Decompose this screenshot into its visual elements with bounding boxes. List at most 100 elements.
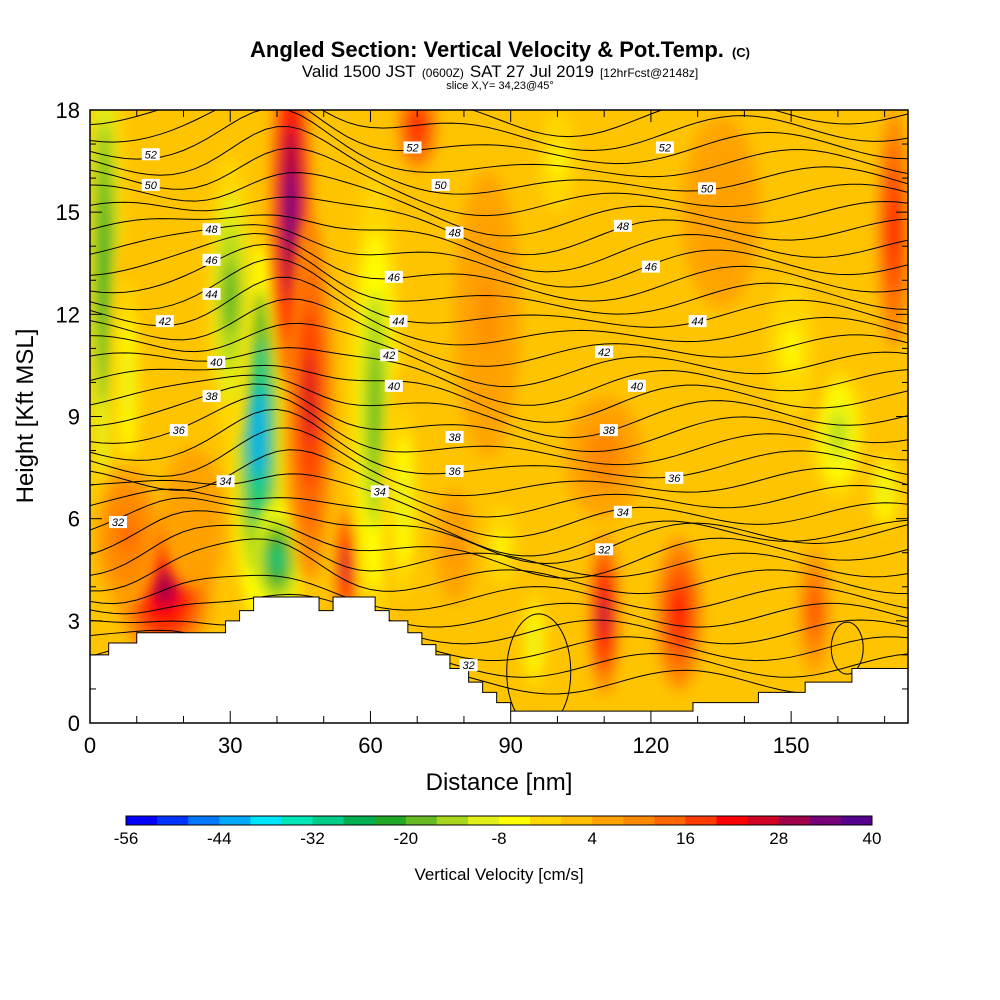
- isentrope-line: [90, 172, 908, 237]
- contour-label-26: 48: [613, 219, 632, 233]
- svg-text:40: 40: [631, 381, 644, 393]
- isentrope-line: [90, 126, 908, 195]
- svg-text:34: 34: [219, 476, 231, 488]
- contour-label-9: 38: [202, 390, 221, 403]
- isentrope-line: [90, 427, 908, 497]
- isentrope-line: [90, 298, 908, 367]
- contour-label-22: 46: [384, 270, 403, 284]
- isentrope-line: [90, 394, 908, 466]
- contour-label-27: 50: [141, 178, 160, 192]
- svg-text:46: 46: [205, 255, 218, 267]
- chart-subtitle: Valid 1500 JST (0600Z) SAT 27 Jul 2019 [12h…: [302, 62, 698, 81]
- isentrope-line: [90, 497, 908, 565]
- colorbar-swatch: [561, 816, 593, 825]
- svg-text:48: 48: [448, 228, 461, 240]
- isentrope-line: [90, 196, 908, 256]
- velocity-cell-15: [656, 537, 702, 691]
- colorbar-swatch: [126, 816, 158, 825]
- isentrope-line: [90, 593, 908, 628]
- colorbar-swatch: [281, 816, 313, 825]
- x-tick-label: 120: [633, 733, 670, 758]
- isentrope-line: [90, 574, 908, 611]
- colorbar-swatch: [778, 816, 811, 825]
- isentrope-line: [90, 276, 908, 346]
- velocity-cell-9: [286, 218, 333, 581]
- chart-title: Angled Section: Vertical Velocity & Pot.…: [250, 37, 750, 62]
- y-axis-label: Height [Kft MSL]: [12, 329, 39, 504]
- colorbar: [125, 815, 873, 826]
- contour-label-16: 42: [380, 349, 399, 362]
- x-axis-label: Distance [nm]: [426, 769, 573, 796]
- isentrope-line: [90, 110, 908, 152]
- contour-label-1: 32: [595, 543, 614, 556]
- contour-label-4: 34: [370, 485, 389, 498]
- colorbar-tick-label: -8: [491, 829, 506, 848]
- isentrope-line: [90, 383, 908, 453]
- plot-area: 32 32 32 34 34 34 36 36 36 38 38 38 40 40 40 42 42 42 44 44…: [90, 110, 908, 723]
- velocity-cell-12: [383, 368, 423, 636]
- y-tick-label: 12: [56, 302, 80, 327]
- velocity-cell-3: [94, 464, 161, 608]
- svg-text:42: 42: [383, 350, 395, 362]
- contour-label-13: 40: [384, 379, 403, 393]
- svg-text:38: 38: [448, 432, 461, 444]
- isentrope-line: [90, 510, 908, 579]
- contour-label-19: 44: [389, 315, 408, 328]
- svg-text:44: 44: [392, 316, 404, 328]
- contour-label-31: 52: [403, 141, 422, 154]
- svg-text:46: 46: [645, 262, 658, 274]
- contour-label-7: 36: [665, 471, 684, 485]
- colorbar-swatch: [809, 816, 842, 825]
- contour-label-10: 38: [445, 430, 464, 444]
- isentrope-line: [90, 488, 908, 557]
- contour-label-12: 40: [207, 356, 226, 369]
- svg-text:48: 48: [617, 221, 630, 233]
- colorbar-swatch: [188, 816, 220, 825]
- isentrope-line: [90, 258, 908, 328]
- colorbar-tick-label: -44: [207, 829, 232, 848]
- contour-label-5: 34: [613, 505, 632, 519]
- closed-contour: [830, 621, 864, 675]
- velocity-cell-18: [478, 488, 525, 604]
- svg-text:52: 52: [145, 149, 157, 161]
- contour-label-18: 44: [202, 287, 221, 301]
- colorbar-tick-label: 28: [769, 829, 788, 848]
- isentrope-line: [90, 243, 908, 315]
- contour-label-8: 36: [169, 424, 188, 437]
- colorbar-swatch: [530, 816, 562, 825]
- colorbar-tick-label: -56: [114, 829, 139, 848]
- x-tick-label: 90: [498, 733, 522, 758]
- isentrope-line: [90, 224, 908, 288]
- y-tick-label: 3: [68, 609, 80, 634]
- colorbar-tick-label: 16: [676, 829, 695, 848]
- colorbar-frame: [125, 815, 873, 826]
- y-tick-label: 18: [56, 98, 80, 123]
- svg-text:44: 44: [692, 316, 704, 328]
- isentrope-line: [90, 347, 908, 406]
- velocity-cell-25: [531, 110, 584, 233]
- y-tick-label: 6: [68, 507, 80, 532]
- isentrope-line: [90, 147, 908, 217]
- contour-label-20: 44: [688, 315, 707, 328]
- svg-text:42: 42: [159, 316, 171, 328]
- colorbar-swatch: [685, 816, 718, 825]
- velocity-cell-27: [434, 488, 475, 604]
- slice-label: slice X,Y= 34,23@45°: [446, 80, 554, 92]
- velocity-cell-24: [681, 116, 761, 308]
- colorbar-tick-label: -20: [393, 829, 418, 848]
- contour-label-24: 48: [202, 223, 221, 236]
- svg-text:32: 32: [598, 544, 610, 556]
- svg-text:48: 48: [205, 224, 218, 236]
- isentrope-line: [90, 524, 908, 578]
- contour-label-0: 32: [109, 516, 128, 529]
- colorbar-swatch: [157, 816, 189, 825]
- velocity-cell-14: [589, 532, 620, 696]
- svg-text:38: 38: [205, 391, 218, 403]
- svg-text:38: 38: [603, 425, 616, 437]
- contour-label-25: 48: [445, 226, 464, 240]
- x-tick-label: 150: [773, 733, 810, 758]
- contour-label-28: 50: [431, 178, 450, 192]
- colorbar-swatch: [374, 816, 407, 825]
- velocity-field: [90, 110, 908, 713]
- velocity-cell-23: [454, 171, 521, 458]
